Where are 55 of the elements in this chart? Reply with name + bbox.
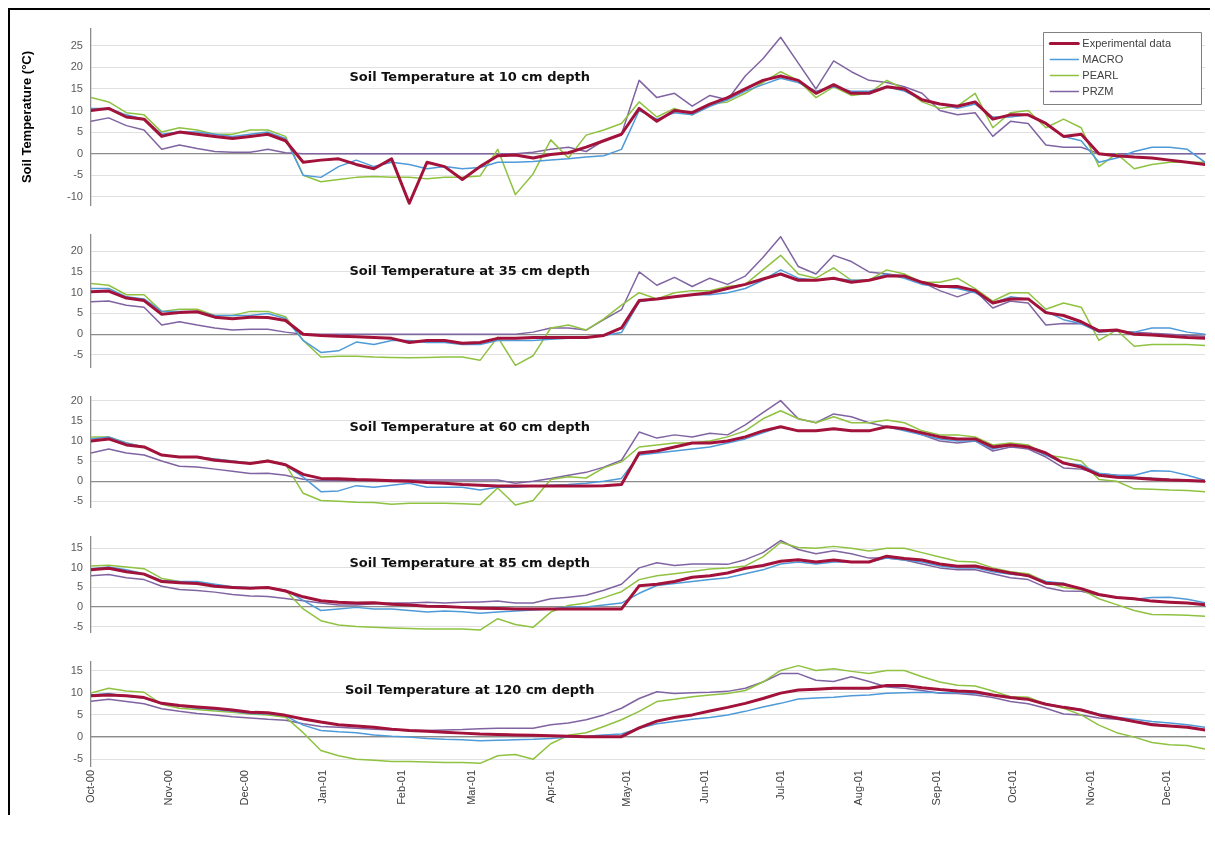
x-tick-label: Apr-01 [543,770,556,804]
y-tick-label: 5 [76,707,83,720]
x-tick-label: Aug-01 [851,770,864,806]
x-tick-label: Sep-01 [930,770,943,806]
y-tick-label: 20 [70,244,83,257]
y-tick-label: -5 [73,347,83,360]
y-tick-label: 0 [76,474,83,487]
y-tick-label: 10 [70,285,83,298]
x-tick-label: Nov-01 [1084,770,1097,806]
x-tick-label: Jul-01 [773,770,786,800]
y-tick-label: -10 [67,189,83,202]
y-tick-label: 10 [70,103,83,116]
y-tick-label: 0 [76,146,83,159]
x-tick-label: Jun-01 [697,770,710,804]
x-tick-label: Mar-01 [465,770,478,805]
text: Soil Temperature at 10 cm depth [349,69,591,85]
x-tick-label: Nov-00 [162,770,175,806]
legend-label: PRZM [1082,84,1114,97]
y-tick-label: 10 [70,685,83,698]
y-tick-label: 15 [70,82,83,94]
y-tick-label: -5 [73,168,83,181]
y-tick-label: 20 [70,393,83,406]
y-tick-label: 5 [76,454,83,467]
text: Soil Temperature at 35 cm depth [349,263,591,279]
y-tick-label: 0 [76,327,83,340]
y-tick-label: 10 [70,560,83,573]
y-axis-title: Soil Temperature (°C) [19,50,35,184]
y-tick-label: 20 [70,60,83,73]
y-tick-label: -5 [73,752,83,765]
x-tick-label: Oct-00 [84,770,97,804]
legend-label: Experimental data [1082,36,1172,49]
x-tick-label: Oct-01 [1006,770,1019,804]
legend-label: PEARL [1082,68,1119,81]
y-tick-label: 0 [76,600,83,613]
y-tick-label: 5 [76,125,83,138]
legend-label: MACRO [1082,52,1124,65]
y-tick-label: 25 [70,38,83,51]
text: Soil Temperature at 120 cm depth [344,682,595,698]
y-tick-label: 15 [70,264,83,277]
y-tick-label: 15 [70,541,83,554]
y-tick-label: 5 [76,580,83,593]
y-tick-label: -5 [73,619,83,632]
y-tick-label: 0 [76,730,83,743]
x-tick-label: Dec-01 [1160,770,1173,806]
y-tick-label: 10 [70,433,83,446]
y-tick-label: 15 [70,413,83,426]
y-tick-label: 5 [76,306,83,319]
text: Soil Temperature at 60 cm depth [349,419,591,434]
x-tick-label: Feb-01 [394,770,407,805]
text: Soil Temperature at 85 cm depth [349,554,591,570]
y-tick-label: -5 [73,494,83,507]
x-tick-label: Dec-00 [238,770,251,806]
x-tick-label: May-01 [619,770,632,807]
x-tick-label: Jan-01 [316,770,329,804]
y-tick-label: 15 [70,663,83,676]
